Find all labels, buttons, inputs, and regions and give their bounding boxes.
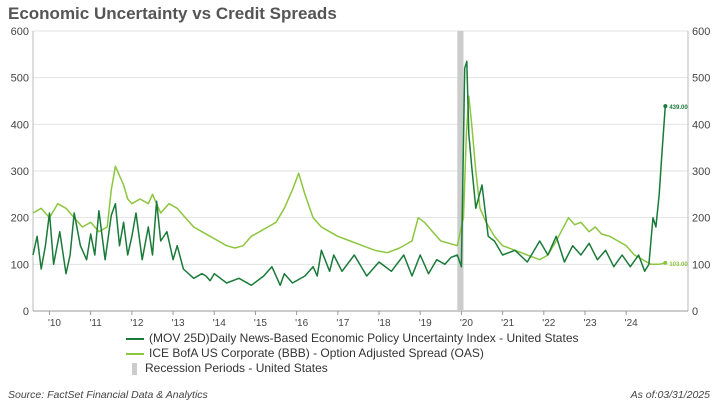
legend-swatch-oas: [126, 352, 144, 355]
x-tick-label: '13: [172, 318, 185, 329]
legend-entry-epu: (MOV 25D)Daily News-Based Economic Polic…: [126, 331, 579, 346]
x-tick-label: '16: [295, 318, 308, 329]
legend-swatch-recession: [132, 362, 137, 375]
footer-as-of: As of:03/31/2025: [630, 389, 710, 401]
y-tick-right: 600: [692, 26, 710, 38]
x-tick-label: '15: [254, 318, 267, 329]
footer-source: Source: FactSet Financial Data & Analyti…: [8, 389, 208, 401]
y-tick-left: 300: [11, 166, 29, 178]
legend-label-epu: (MOV 25D)Daily News-Based Economic Polic…: [149, 331, 579, 345]
legend-swatch-epu: [126, 337, 144, 340]
end-label-epu: 439.00: [669, 105, 688, 111]
y-tick-right: 100: [692, 259, 710, 271]
y-tick-left: 600: [11, 26, 29, 38]
x-tick-label: '10: [48, 318, 61, 329]
x-tick-label: '23: [583, 318, 596, 329]
x-tick-label: '18: [378, 318, 391, 329]
x-tick-label: '14: [213, 318, 226, 329]
series-line-epu: [32, 60, 667, 287]
end-point-epu: [663, 104, 668, 109]
series-line-oas: [32, 95, 666, 266]
y-tick-right: 0: [692, 306, 698, 318]
x-tick-label: '24: [625, 318, 638, 329]
chart-title: Economic Uncertainty vs Credit Spreads: [8, 4, 337, 23]
y-tick-left: 100: [11, 259, 29, 271]
y-tick-left: 200: [11, 213, 29, 225]
chart-legend: (MOV 25D)Daily News-Based Economic Polic…: [126, 331, 579, 376]
x-tick-label: '12: [130, 318, 143, 329]
legend-entry-oas: ICE BofA US Corporate (BBB) - Option Adj…: [126, 346, 579, 361]
x-tick-label: '11: [90, 318, 103, 329]
y-tick-right: 500: [692, 73, 710, 85]
x-tick-label: '22: [542, 318, 555, 329]
y-tick-left: 0: [23, 306, 29, 318]
legend-entry-recession: Recession Periods - United States: [126, 361, 579, 376]
x-tick-label: '20: [460, 318, 473, 329]
x-tick-label: '17: [336, 318, 349, 329]
y-tick-left: 500: [11, 73, 29, 85]
legend-label-recession: Recession Periods - United States: [145, 361, 328, 375]
end-point-oas: [663, 260, 668, 265]
end-label-oas: 103.00: [669, 262, 688, 268]
x-tick-label: '19: [419, 318, 432, 329]
y-tick-left: 400: [11, 119, 29, 131]
y-tick-right: 200: [692, 213, 710, 225]
recession-band: [457, 31, 464, 311]
y-tick-right: 400: [692, 119, 710, 131]
x-tick-label: '21: [501, 318, 514, 329]
legend-label-oas: ICE BofA US Corporate (BBB) - Option Adj…: [149, 346, 484, 360]
y-tick-right: 300: [692, 166, 710, 178]
